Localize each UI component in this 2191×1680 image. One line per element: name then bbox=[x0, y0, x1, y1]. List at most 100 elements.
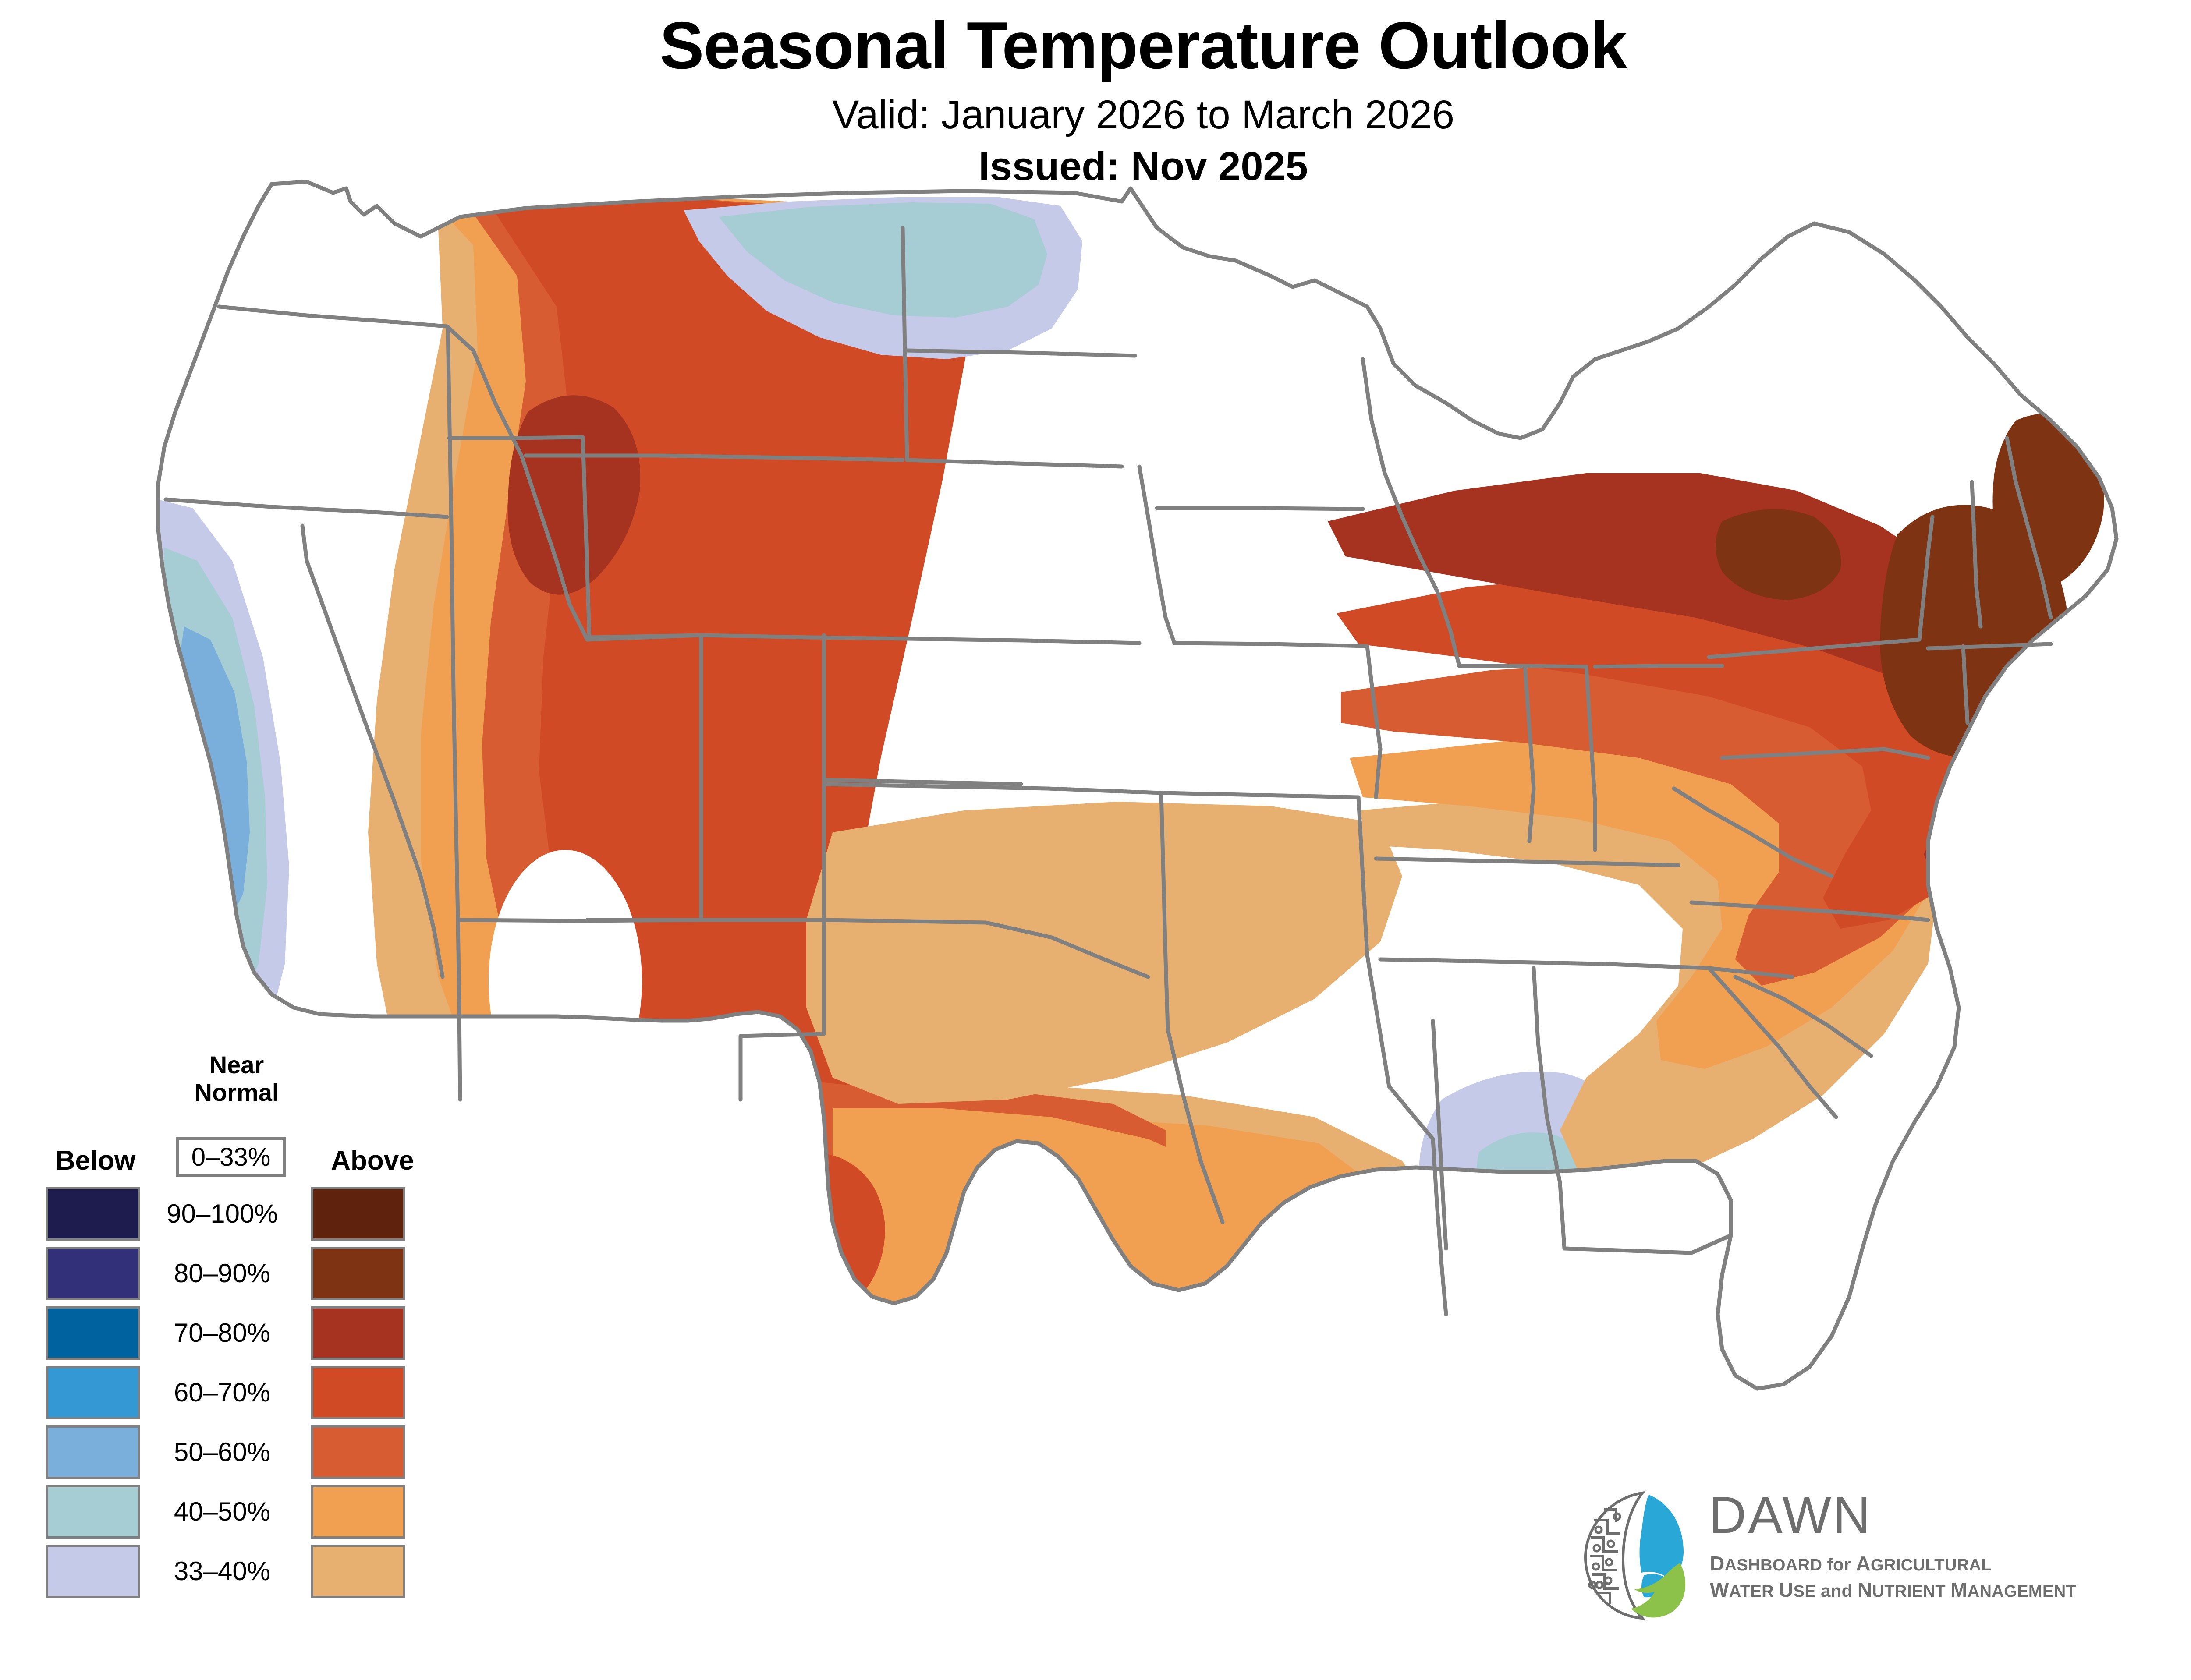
dawn-logo-mark-icon bbox=[1584, 1491, 1686, 1620]
border-va-wv-md bbox=[1672, 786, 1834, 878]
legend-swatch-below bbox=[46, 1545, 140, 1598]
dawn-tag1-a: D bbox=[1710, 1552, 1725, 1575]
contour-texas-60-70 bbox=[729, 1152, 885, 1322]
dawn-tag2-a: W bbox=[1710, 1578, 1729, 1601]
legend-below-label: Below bbox=[55, 1146, 136, 1176]
dawn-tag2-e: N bbox=[1857, 1578, 1872, 1601]
border-sd-ne bbox=[905, 458, 1124, 469]
legend-row: 40–50% bbox=[22, 1485, 443, 1545]
border-mt-nd bbox=[901, 226, 909, 462]
legend-row: 50–60% bbox=[22, 1425, 443, 1485]
dawn-logo: DAWN DASHBOARD for AGRICULTURAL WATER US… bbox=[1578, 1485, 2076, 1630]
legend-near-normal-value: 0–33% bbox=[191, 1142, 271, 1171]
border-ky-tn bbox=[1374, 856, 1680, 867]
border-nv-ut-az bbox=[446, 326, 460, 922]
dawn-wordmark: DAWN bbox=[1709, 1486, 1872, 1544]
dawn-tagline-line-1: DASHBOARD for AGRICULTURAL bbox=[1710, 1552, 1992, 1575]
dawn-tag1-for: for bbox=[1827, 1555, 1856, 1574]
legend-near-normal-line2: Normal bbox=[194, 1078, 279, 1106]
dawn-grid-dots-icon bbox=[1588, 1512, 1621, 1589]
map-canvas bbox=[156, 180, 2119, 1391]
legend-range-label: 90–100% bbox=[167, 1199, 278, 1228]
legend-row: 80–90% bbox=[22, 1247, 443, 1306]
border-nd-sd bbox=[905, 348, 1137, 358]
contour-maine-80-90 bbox=[1992, 414, 2104, 587]
legend-swatch-above bbox=[311, 1545, 405, 1598]
border-tx-ar-la bbox=[1163, 957, 1225, 1224]
valid-period-text: Valid: January 2026 to March 2026 bbox=[832, 92, 1455, 137]
dawn-tag2-h: ANAGEMENT bbox=[1967, 1582, 2077, 1601]
legend-range-label: 40–50% bbox=[174, 1497, 271, 1526]
border-ia-mn bbox=[1155, 506, 1365, 511]
legend-swatch-below bbox=[46, 1485, 140, 1539]
nearnormal-hole-nm bbox=[489, 850, 642, 1113]
border-or-ca-nv bbox=[163, 497, 449, 519]
border-la-ms bbox=[1387, 1084, 1448, 1316]
border-il-in bbox=[1457, 664, 1588, 669]
border-ia-mo bbox=[1172, 641, 1369, 648]
contour-east-70-80 bbox=[1328, 473, 2068, 885]
legend-near-normal-title: Near Normal bbox=[167, 1051, 307, 1106]
legend-swatch-above bbox=[311, 1187, 405, 1241]
contour-north-40-50 bbox=[719, 202, 1047, 318]
dawn-leaf-icon bbox=[1631, 1563, 1686, 1618]
legend-near-normal-swatch: 0–33% bbox=[176, 1137, 286, 1177]
border-ne-ks bbox=[905, 637, 1142, 645]
border-nm-tx bbox=[738, 918, 826, 1102]
border-ga-sc-nc bbox=[1707, 966, 1838, 1119]
border-ks-ok bbox=[822, 782, 1163, 795]
dawn-tag1-c: A bbox=[1856, 1552, 1871, 1575]
page-title: Seasonal Temperature Outlook bbox=[659, 8, 1627, 83]
legend-swatch-above bbox=[311, 1425, 405, 1479]
border-mt-wy bbox=[524, 453, 905, 462]
legend-range-label: 33–40% bbox=[174, 1556, 271, 1586]
state-boundaries-layer bbox=[156, 180, 2119, 1391]
border-ga-fl bbox=[1562, 1233, 1733, 1255]
border-nc-sc bbox=[1733, 975, 1873, 1058]
border-ms-al bbox=[1431, 1019, 1448, 1251]
dawn-grid-icon bbox=[1584, 1491, 1646, 1620]
legend-swatch-above bbox=[311, 1247, 405, 1300]
border-mo-ar bbox=[1161, 791, 1361, 799]
border-vt-nh bbox=[1970, 480, 1983, 629]
contour-idaho-70-80 bbox=[507, 395, 641, 595]
dawn-tag2-g: M bbox=[1950, 1578, 1968, 1601]
legend-range-label: 70–80% bbox=[174, 1318, 271, 1348]
border-va-nc bbox=[1689, 900, 1930, 922]
legend-row: 90–100% bbox=[22, 1187, 443, 1247]
border-in-oh bbox=[1584, 665, 1597, 852]
contour-gulfcoast-60-70 bbox=[1065, 1288, 1350, 1389]
border-mn-wi bbox=[1361, 357, 1422, 559]
border-id-mt bbox=[445, 324, 589, 642]
border-pa-ny bbox=[1707, 637, 1922, 659]
legend-near-normal-line1: Near bbox=[209, 1051, 264, 1079]
legend-swatch-above bbox=[311, 1485, 405, 1539]
border-ar-la-ms bbox=[1356, 795, 1391, 1089]
page-header: Seasonal Temperature Outlook Valid: Janu… bbox=[0, 0, 2191, 187]
border-ok-tx bbox=[822, 918, 1150, 979]
border-ct-ny bbox=[1961, 644, 1970, 725]
contour-nm-40-50 bbox=[543, 1041, 592, 1100]
dawn-tagline-line-2: WATER USE and NUTRIENT MANAGEMENT bbox=[1710, 1578, 2076, 1602]
border-wi-il bbox=[1418, 554, 1461, 668]
contour-plains-33-40 bbox=[806, 802, 1402, 1104]
legend-range-label: 60–70% bbox=[174, 1378, 271, 1407]
issued-date-text: Issued: Nov 2025 bbox=[979, 144, 1308, 189]
border-wy-sd-ne bbox=[699, 633, 909, 641]
dawn-tag1-d: GRICULTURAL bbox=[1871, 1556, 1992, 1574]
dawn-tag2-b: ATER bbox=[1729, 1582, 1779, 1601]
contour-nmich-80-90 bbox=[1716, 509, 1841, 600]
temperature-outlook-map bbox=[0, 175, 2191, 1489]
border-ne-ia bbox=[1137, 464, 1177, 645]
border-il-in-vert bbox=[1523, 664, 1536, 843]
border-ca-az bbox=[392, 799, 445, 979]
dawn-tag2-and: and bbox=[1821, 1581, 1858, 1601]
legend-swatch-above bbox=[311, 1306, 405, 1360]
legend-above-label: Above bbox=[331, 1146, 414, 1176]
dawn-tag2-f: UTRIENT bbox=[1872, 1582, 1950, 1601]
legend-swatch-below bbox=[46, 1366, 140, 1419]
border-al-ga bbox=[1532, 966, 1567, 1251]
legend-swatch-above bbox=[311, 1366, 405, 1419]
dawn-tag1-b: ASHBOARD bbox=[1724, 1556, 1827, 1574]
border-tn-nc-ga-al bbox=[1378, 957, 1794, 979]
